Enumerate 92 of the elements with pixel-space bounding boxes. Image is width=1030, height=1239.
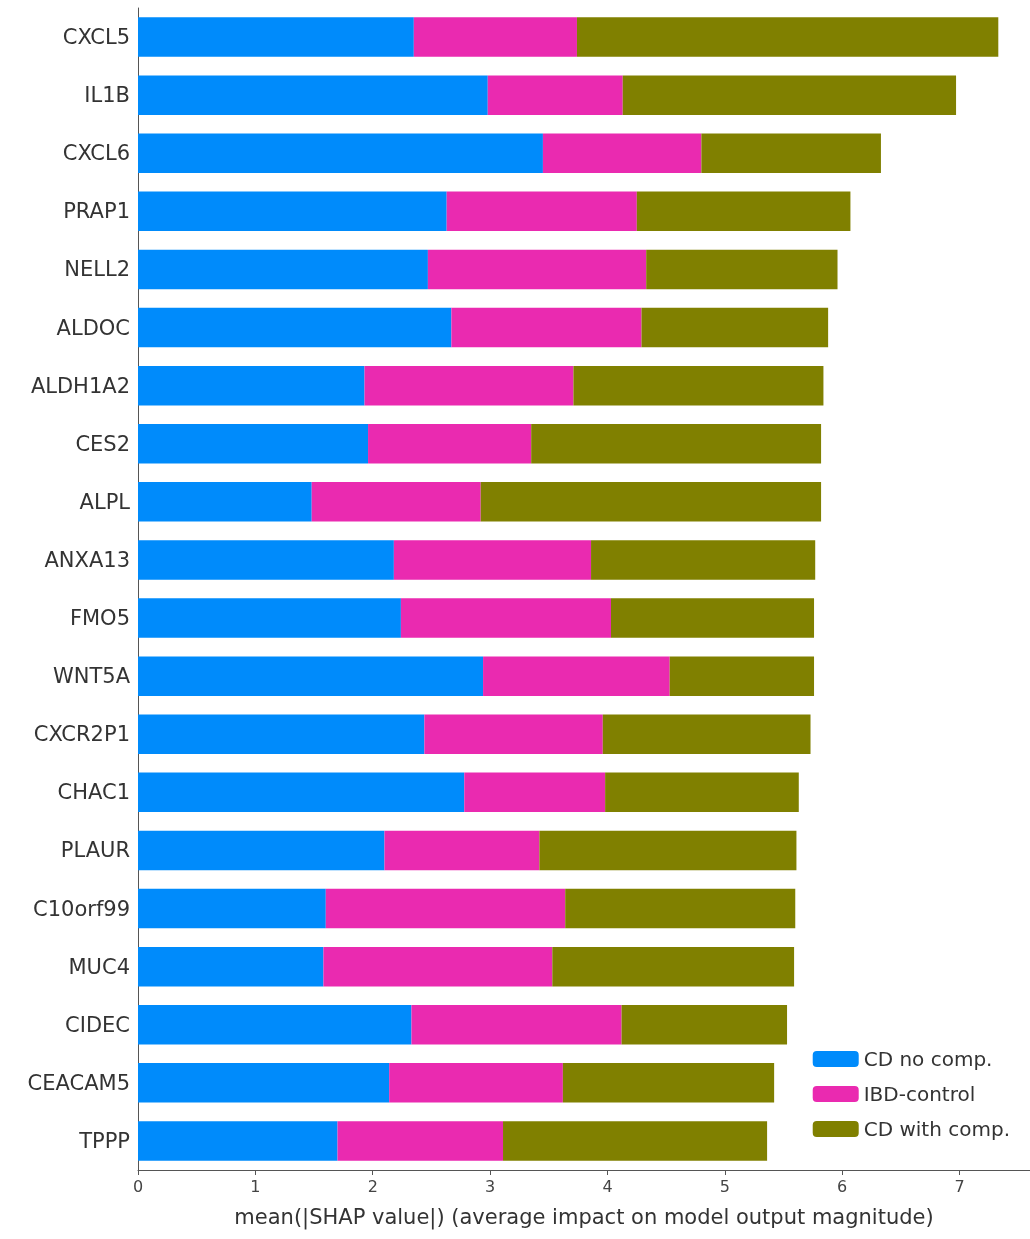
- bar: [411, 1005, 622, 1045]
- y-tick-label: ALDH1A2: [30, 373, 130, 398]
- y-tick-label: ALDOC: [56, 315, 130, 340]
- bar: [364, 365, 574, 406]
- bar: [424, 714, 603, 754]
- bar: [384, 830, 540, 871]
- y-tick-label: CXCL6: [62, 141, 130, 166]
- bar: [531, 424, 822, 464]
- bar: [562, 1063, 775, 1103]
- y-tick-label: MUC4: [68, 954, 130, 979]
- bar: [621, 1005, 788, 1045]
- bar: [138, 17, 414, 57]
- x-tick-label: 7: [954, 1176, 965, 1196]
- y-tick-label: CEACAM5: [27, 1070, 130, 1095]
- bar: [138, 946, 324, 987]
- x-tick-label: 0: [132, 1176, 144, 1196]
- bar: [446, 191, 637, 232]
- x-tick-label: 5: [719, 1176, 730, 1196]
- bar: [591, 540, 816, 580]
- x-tick-label: 6: [837, 1176, 848, 1196]
- bar: [138, 365, 365, 406]
- bar: [138, 249, 428, 290]
- bar: [539, 830, 797, 871]
- bar: [138, 1063, 390, 1103]
- bar: [451, 307, 642, 348]
- bar: [138, 133, 543, 173]
- bar: [138, 75, 488, 115]
- bar: [464, 772, 606, 813]
- bar: [573, 365, 824, 406]
- bar: [311, 482, 481, 522]
- bar: [605, 772, 799, 813]
- bar: [400, 598, 611, 638]
- bar: [138, 540, 394, 580]
- bar: [138, 1005, 412, 1045]
- x-axis-title: mean(|SHAP value|) (average impact on model output magnitude): [234, 1204, 934, 1230]
- bar: [610, 598, 815, 638]
- y-tick-label: ANXA13: [44, 547, 130, 572]
- bar: [622, 75, 957, 115]
- bar: [542, 133, 702, 173]
- bar: [138, 598, 401, 638]
- bar: [393, 540, 592, 580]
- bar: [138, 830, 385, 871]
- y-tick-label: WNT5A: [52, 664, 131, 689]
- bar: [138, 772, 465, 813]
- y-tick-label: CXCR2P1: [33, 722, 130, 747]
- x-tick-label: 2: [367, 1176, 378, 1196]
- bar: [427, 249, 647, 290]
- y-tick-label: FMO5: [69, 606, 130, 631]
- bar: [368, 424, 532, 464]
- bar: [389, 1063, 563, 1103]
- legend-label: CD with comp.: [863, 1117, 1010, 1141]
- bar: [480, 482, 822, 522]
- bar: [138, 714, 425, 754]
- bar: [641, 307, 829, 348]
- y-tick-label: C10orf99: [33, 896, 130, 921]
- legend-label: IBD-control: [863, 1082, 976, 1106]
- y-tick-label: PLAUR: [60, 838, 130, 863]
- bar: [138, 307, 452, 348]
- bar: [325, 888, 566, 929]
- bar: [636, 191, 851, 232]
- bar: [576, 17, 999, 57]
- y-tick-label: TPPP: [78, 1128, 130, 1153]
- bar: [413, 17, 577, 57]
- bar: [138, 191, 447, 232]
- bar: [669, 656, 815, 696]
- y-tick-label: CHAC1: [57, 780, 130, 805]
- y-tick-label: CXCL5: [62, 25, 130, 50]
- bar: [337, 1121, 504, 1161]
- bar: [602, 714, 811, 754]
- x-tick-label: 1: [250, 1176, 261, 1196]
- bar: [701, 133, 881, 173]
- y-tick-label: CES2: [75, 431, 130, 456]
- bar: [646, 249, 838, 290]
- y-tick-label: ALPL: [79, 489, 131, 514]
- x-tick-label: 3: [485, 1176, 496, 1196]
- y-tick-label: CIDEC: [65, 1012, 130, 1037]
- bar: [323, 946, 553, 987]
- y-tick-label: NELL2: [64, 257, 130, 282]
- x-tick-label: 4: [602, 1176, 613, 1196]
- bar: [565, 888, 796, 929]
- bar: [138, 424, 369, 464]
- bar: [138, 482, 312, 522]
- y-tick-label: PRAP1: [63, 199, 130, 224]
- bar: [138, 656, 484, 696]
- bar: [487, 75, 623, 115]
- bar: [138, 888, 326, 929]
- bar: [483, 656, 670, 696]
- bar: [503, 1121, 768, 1161]
- legend-label: CD no comp.: [863, 1047, 993, 1071]
- y-tick-label: IL1B: [84, 83, 130, 108]
- bar: [552, 946, 795, 987]
- bar: [138, 1121, 338, 1161]
